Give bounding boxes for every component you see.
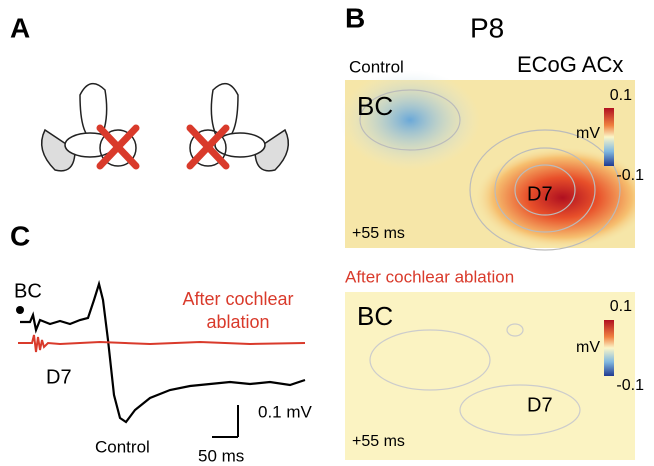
ablation-trace xyxy=(18,334,306,353)
colorbar-unit: mV xyxy=(576,339,600,356)
time-label: +55 ms xyxy=(352,225,405,242)
colorbar xyxy=(604,320,614,376)
panel-label: B xyxy=(345,2,365,33)
condition-label: ablation xyxy=(206,312,269,332)
trace-label: Control xyxy=(95,437,150,456)
heatmap xyxy=(345,292,635,460)
site-label: BC xyxy=(357,301,393,331)
site-label: D7 xyxy=(46,366,72,388)
colorbar-max: 0.1 xyxy=(610,87,632,104)
colorbar-unit: mV xyxy=(576,125,600,142)
site-label: D7 xyxy=(527,394,553,416)
colorbar-min: -0.1 xyxy=(616,377,644,394)
scale-label: 0.1 mV xyxy=(258,402,313,421)
colorbar xyxy=(604,108,614,166)
stimulus-dot xyxy=(16,306,24,314)
ear-right xyxy=(189,82,290,172)
subject-title: P8 xyxy=(470,12,504,43)
method-label: ECoG ACx xyxy=(517,52,623,77)
condition-label: Control xyxy=(349,57,404,76)
heatmap xyxy=(340,70,635,251)
control-trace xyxy=(20,279,306,424)
time-label: +55 ms xyxy=(352,433,405,450)
scale-bar xyxy=(212,405,239,438)
ablation-cross xyxy=(96,124,230,170)
colorbar-min: -0.1 xyxy=(616,167,644,184)
site-label: D7 xyxy=(527,183,553,205)
ear-left xyxy=(40,82,137,172)
panel-label: A xyxy=(10,12,30,43)
scale-label: 50 ms xyxy=(198,446,244,465)
condition-label: After cochlear xyxy=(182,289,293,309)
site-label: BC xyxy=(14,280,42,302)
site-label: BC xyxy=(357,91,393,121)
panel-label: C xyxy=(10,220,30,251)
colorbar-max: 0.1 xyxy=(610,298,632,315)
condition-label: After cochlear ablation xyxy=(345,267,514,286)
